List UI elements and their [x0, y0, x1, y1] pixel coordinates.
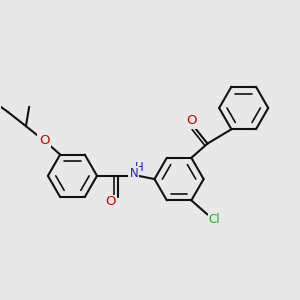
Text: O: O: [39, 134, 49, 147]
Text: N: N: [130, 167, 138, 180]
Text: H: H: [135, 161, 143, 174]
Text: O: O: [105, 194, 116, 208]
Text: Cl: Cl: [209, 213, 220, 226]
Text: O: O: [187, 115, 197, 128]
